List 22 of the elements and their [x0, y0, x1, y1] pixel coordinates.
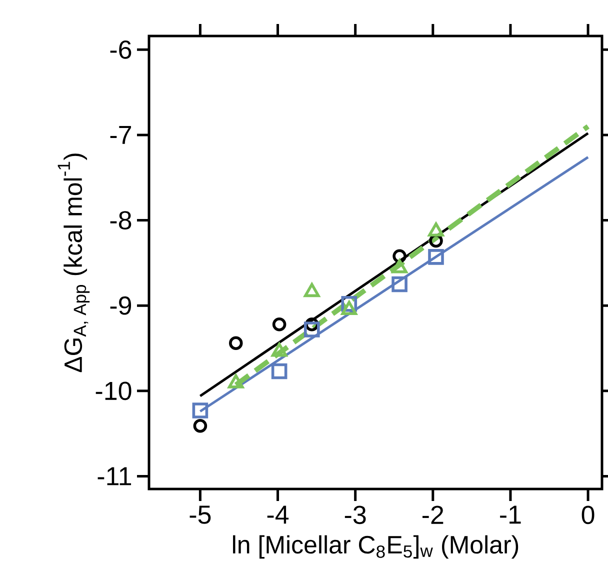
- x-axis-title: ln [Micellar C$_{8}$E$_{5}$]$_{w}$ (Molar): [233, 535, 518, 559]
- point: [272, 317, 286, 332]
- point: [271, 363, 288, 380]
- y-tick-label: -9: [110, 296, 132, 315]
- point: [392, 276, 408, 292]
- point: [428, 249, 444, 265]
- point: [228, 336, 243, 350]
- point: [193, 418, 208, 433]
- y-tick-label: -11: [98, 467, 132, 486]
- point: [192, 402, 208, 418]
- x-tick-label: -2: [422, 506, 444, 524]
- point: [304, 322, 320, 338]
- y-axis-title: $\text{ΔG}_{\text{A, App}}\text{ (kcal mol}^{\text{-1}}\text{)}$: [58, 154, 90, 372]
- y-tick-label: -8: [110, 211, 132, 230]
- y-tick-label: -10: [96, 382, 132, 400]
- x-tick-label: -5: [190, 506, 211, 524]
- y-tick-label: -6: [110, 40, 132, 59]
- x-tick-label: 0: [582, 506, 594, 524]
- x-tick-label: -4: [267, 506, 289, 524]
- x-tick-label: -1: [500, 506, 521, 524]
- x-tick-label: -3: [344, 506, 366, 524]
- y-tick-label: -7: [110, 126, 131, 144]
